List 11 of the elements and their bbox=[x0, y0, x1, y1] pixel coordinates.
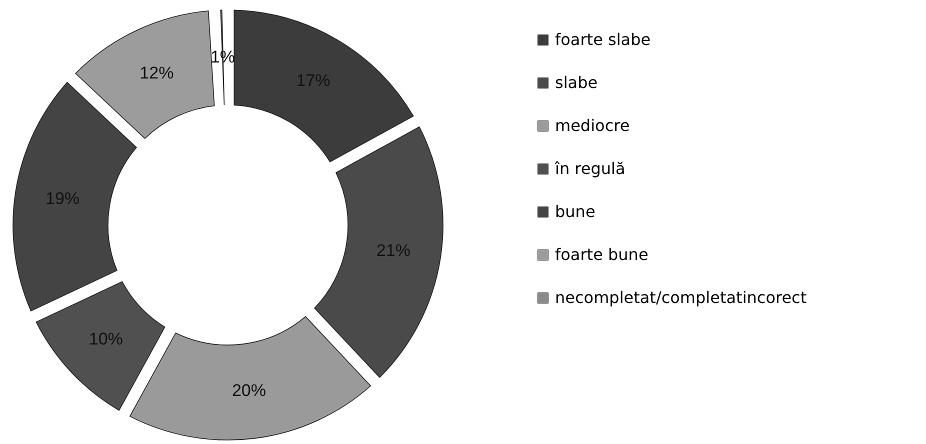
legend-label: în regulă bbox=[554, 159, 626, 178]
legend-label: bune bbox=[555, 202, 596, 221]
legend-label: foarte slabe bbox=[555, 30, 651, 49]
data-label: 20% bbox=[232, 381, 266, 400]
legend-label: mediocre bbox=[555, 116, 630, 135]
data-label: 12% bbox=[140, 63, 174, 82]
legend-label: necompletat/completatincorect bbox=[555, 288, 807, 307]
data-label: 10% bbox=[88, 330, 123, 349]
legend-label: foarte bune bbox=[555, 245, 648, 264]
data-label: 21% bbox=[376, 241, 410, 260]
legend-label: slabe bbox=[555, 73, 598, 92]
